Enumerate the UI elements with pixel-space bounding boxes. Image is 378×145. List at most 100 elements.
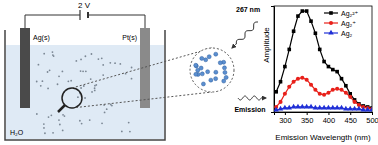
- data-point: [309, 83, 313, 87]
- particle: [47, 71, 49, 73]
- chart: 300350400450500Emission Wavelength (nm)A…: [262, 6, 378, 142]
- excitation-label: 267 nm: [236, 6, 260, 13]
- voltage-label: 2 V: [78, 1, 91, 10]
- particle: [119, 63, 121, 65]
- data-point: [330, 105, 335, 110]
- data-point: [283, 92, 287, 96]
- x-tick-label: 450: [344, 116, 357, 125]
- data-point: [292, 29, 296, 33]
- x-tick-label: 350: [301, 116, 314, 125]
- particle: [77, 96, 79, 98]
- cluster: [214, 52, 218, 56]
- data-point: [352, 106, 357, 111]
- cluster: [206, 70, 210, 74]
- data-point: [322, 60, 326, 64]
- particle: [85, 70, 87, 72]
- particle: [95, 84, 97, 86]
- particle: [110, 104, 112, 106]
- data-point: [326, 91, 330, 95]
- anode-label: Ag(s): [33, 34, 50, 42]
- particle: [43, 127, 45, 129]
- cluster: [194, 72, 198, 76]
- cluster: [218, 61, 222, 65]
- data-point: [339, 88, 343, 92]
- solvent-label: H₂O: [10, 129, 24, 136]
- cluster: [204, 58, 208, 62]
- x-tick-mark: [350, 112, 351, 115]
- particle: [94, 87, 96, 89]
- data-point: [313, 105, 318, 110]
- battery-plate: [87, 12, 89, 18]
- cluster: [214, 77, 218, 81]
- wire: [88, 15, 145, 30]
- particle: [102, 64, 104, 66]
- series-line: [276, 11, 372, 108]
- legend-entry: Ag₂: [324, 30, 353, 38]
- cluster: [201, 82, 205, 86]
- cluster: [222, 66, 226, 70]
- particle: [80, 70, 82, 72]
- particle: [48, 116, 50, 118]
- particle: [90, 78, 92, 80]
- data-point: [348, 95, 352, 99]
- legend-entry: Ag₂²⁺: [324, 10, 359, 18]
- particle: [125, 73, 127, 75]
- legend: Ag₂²⁺ Ag₂⁺ Ag₂: [324, 10, 359, 38]
- data-point: [331, 68, 335, 72]
- series: [274, 76, 372, 111]
- data-point: [305, 9, 309, 13]
- particle: [75, 60, 77, 62]
- data-point: [291, 104, 296, 109]
- particle: [79, 120, 81, 122]
- particle: [38, 64, 40, 66]
- data-point: [296, 77, 300, 81]
- magnifier-handle: [58, 105, 65, 112]
- particle: [50, 114, 52, 116]
- particle: [43, 53, 45, 55]
- particle: [89, 119, 91, 121]
- data-point: [326, 105, 331, 110]
- data-point: [335, 87, 339, 91]
- cluster: [194, 64, 198, 68]
- x-axis-line: [275, 113, 373, 116]
- particle: [62, 130, 64, 132]
- data-point: [318, 48, 322, 52]
- data-point: [274, 90, 278, 94]
- data-point: [318, 92, 322, 96]
- x-tick: 500: [366, 112, 378, 125]
- particles: [36, 51, 133, 134]
- data-point: [287, 48, 291, 52]
- data-point: [292, 80, 296, 84]
- particle: [57, 83, 59, 85]
- particle: [129, 131, 131, 133]
- legend-label: Ag₂⁺: [341, 20, 356, 28]
- data-point: [279, 80, 283, 84]
- x-tick-mark: [328, 112, 329, 115]
- particle: [83, 85, 85, 87]
- x-tick-mark: [372, 112, 373, 115]
- cluster: [223, 70, 227, 74]
- data-point: [370, 107, 372, 111]
- data-point: [300, 76, 304, 80]
- particle: [40, 85, 42, 87]
- particle: [84, 97, 86, 99]
- particle: [101, 57, 103, 59]
- data-point: [344, 91, 348, 95]
- particle: [81, 123, 83, 125]
- particle: [64, 115, 66, 117]
- x-axis: 300350400450500: [275, 112, 378, 125]
- data-point: [287, 105, 292, 110]
- y-axis-line: [271, 7, 275, 113]
- particle: [106, 108, 108, 110]
- series: [274, 104, 372, 112]
- particle: [109, 62, 111, 64]
- particle: [70, 80, 72, 82]
- data-point: [278, 106, 283, 111]
- x-tick-mark: [285, 112, 286, 115]
- particle: [62, 114, 64, 116]
- data-point: [327, 65, 331, 69]
- plot-frame: [274, 6, 372, 112]
- particle: [36, 81, 38, 83]
- legend-label: Ag₂: [341, 30, 353, 38]
- data-point: [283, 65, 287, 69]
